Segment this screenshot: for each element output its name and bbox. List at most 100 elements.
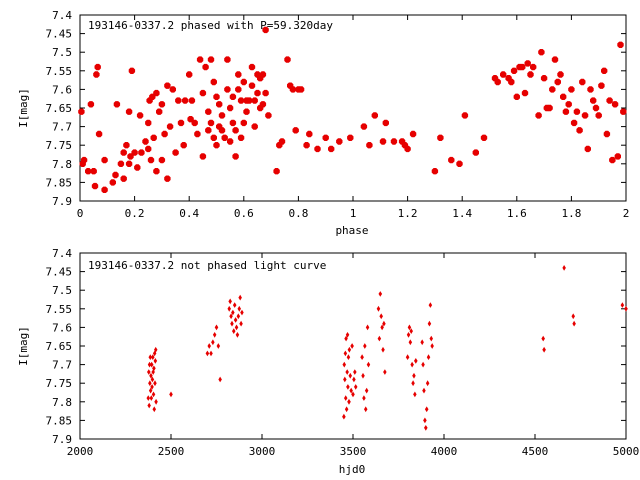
data-point bbox=[344, 335, 348, 342]
data-point bbox=[376, 305, 381, 312]
data-point bbox=[216, 101, 223, 108]
data-point bbox=[348, 372, 352, 379]
data-point bbox=[123, 142, 130, 149]
y-tick-label: 7.8 bbox=[52, 158, 72, 171]
data-point bbox=[186, 71, 193, 78]
data-point bbox=[437, 134, 444, 141]
x-tick-label: 2000 bbox=[67, 445, 94, 458]
data-point bbox=[147, 369, 151, 375]
data-point bbox=[209, 350, 213, 357]
data-point bbox=[303, 142, 310, 149]
data-point bbox=[90, 168, 97, 175]
data-point bbox=[347, 134, 354, 141]
data-point bbox=[601, 67, 608, 74]
data-point bbox=[227, 138, 234, 145]
data-point bbox=[164, 82, 171, 89]
data-point bbox=[232, 328, 236, 334]
data-point bbox=[562, 265, 566, 271]
data-point bbox=[101, 186, 108, 193]
data-point bbox=[93, 71, 100, 78]
data-point bbox=[346, 384, 350, 390]
data-point bbox=[112, 171, 119, 179]
unphased-axis-ticks: 2000 2500 3000 3500 4000 4500 5000 7.4 7.45 7.5 7.… bbox=[46, 247, 640, 458]
data-point bbox=[609, 156, 616, 164]
data-point bbox=[614, 153, 621, 160]
data-point bbox=[235, 332, 240, 338]
y-tick-label: 7.6 bbox=[52, 83, 72, 96]
data-point bbox=[611, 101, 619, 108]
y-tick-label: 7.7 bbox=[52, 359, 72, 372]
x-tick-label: 1.2 bbox=[398, 207, 418, 220]
data-point bbox=[80, 156, 88, 164]
data-point bbox=[431, 168, 439, 175]
data-point bbox=[521, 89, 529, 97]
data-point bbox=[360, 354, 364, 360]
data-point bbox=[161, 130, 168, 138]
data-point bbox=[101, 156, 108, 164]
data-point bbox=[149, 93, 156, 100]
data-point bbox=[149, 372, 153, 379]
data-point bbox=[344, 395, 348, 401]
data-point bbox=[237, 97, 245, 104]
data-point bbox=[414, 358, 418, 364]
data-point bbox=[199, 89, 207, 97]
data-point bbox=[408, 339, 413, 346]
data-point bbox=[153, 358, 158, 364]
data-point bbox=[246, 97, 253, 104]
data-point bbox=[364, 387, 369, 394]
data-point bbox=[546, 104, 553, 112]
data-point bbox=[472, 149, 479, 156]
phased-axis-ticks: 0 0.2 0.4 0.6 0.8 1 1.2 1.4 1.6 1.8 2 7.4 7.45 7.5 7.5… bbox=[46, 9, 630, 220]
y-tick-label: 7.5 bbox=[52, 46, 72, 59]
y-tick-label: 7.55 bbox=[46, 303, 73, 316]
data-point bbox=[382, 320, 386, 327]
data-point bbox=[156, 108, 163, 115]
data-point bbox=[150, 384, 154, 390]
data-point bbox=[95, 130, 103, 138]
data-point bbox=[354, 384, 358, 390]
data-point bbox=[584, 145, 591, 153]
data-point bbox=[297, 86, 305, 93]
data-point bbox=[480, 134, 488, 141]
data-point bbox=[519, 63, 526, 71]
data-point bbox=[551, 56, 559, 63]
data-point bbox=[411, 380, 415, 387]
data-point bbox=[571, 313, 575, 320]
data-point bbox=[175, 97, 182, 104]
data-point bbox=[381, 346, 385, 353]
data-point bbox=[239, 320, 243, 327]
data-point bbox=[383, 369, 387, 375]
data-point bbox=[554, 78, 561, 86]
data-point bbox=[232, 127, 239, 134]
data-point bbox=[427, 320, 432, 327]
phased-x-axis-label: phase bbox=[335, 224, 368, 237]
data-point bbox=[136, 112, 144, 119]
data-point bbox=[362, 395, 366, 401]
data-point bbox=[456, 160, 463, 167]
data-point bbox=[207, 56, 215, 63]
data-point bbox=[117, 160, 125, 167]
data-point bbox=[232, 153, 239, 160]
data-point bbox=[428, 302, 433, 308]
data-point bbox=[364, 406, 368, 413]
data-point bbox=[351, 391, 355, 398]
data-point bbox=[236, 313, 241, 320]
unphased-x-axis-label: hjd0 bbox=[339, 463, 366, 476]
y-tick-label: 7.9 bbox=[52, 433, 72, 446]
data-point bbox=[360, 123, 368, 130]
data-point bbox=[237, 134, 245, 141]
data-point bbox=[535, 112, 542, 119]
x-tick-label: 1.6 bbox=[507, 207, 527, 220]
data-point bbox=[150, 134, 157, 141]
x-tick-label: 4500 bbox=[522, 445, 549, 458]
y-tick-label: 7.45 bbox=[46, 266, 73, 279]
data-point bbox=[234, 324, 239, 331]
data-point bbox=[153, 380, 157, 387]
data-point bbox=[568, 86, 575, 93]
y-tick-label: 7.75 bbox=[46, 377, 73, 390]
data-point bbox=[145, 145, 152, 153]
data-point bbox=[598, 82, 605, 89]
data-point bbox=[148, 354, 152, 360]
data-point bbox=[349, 387, 353, 394]
